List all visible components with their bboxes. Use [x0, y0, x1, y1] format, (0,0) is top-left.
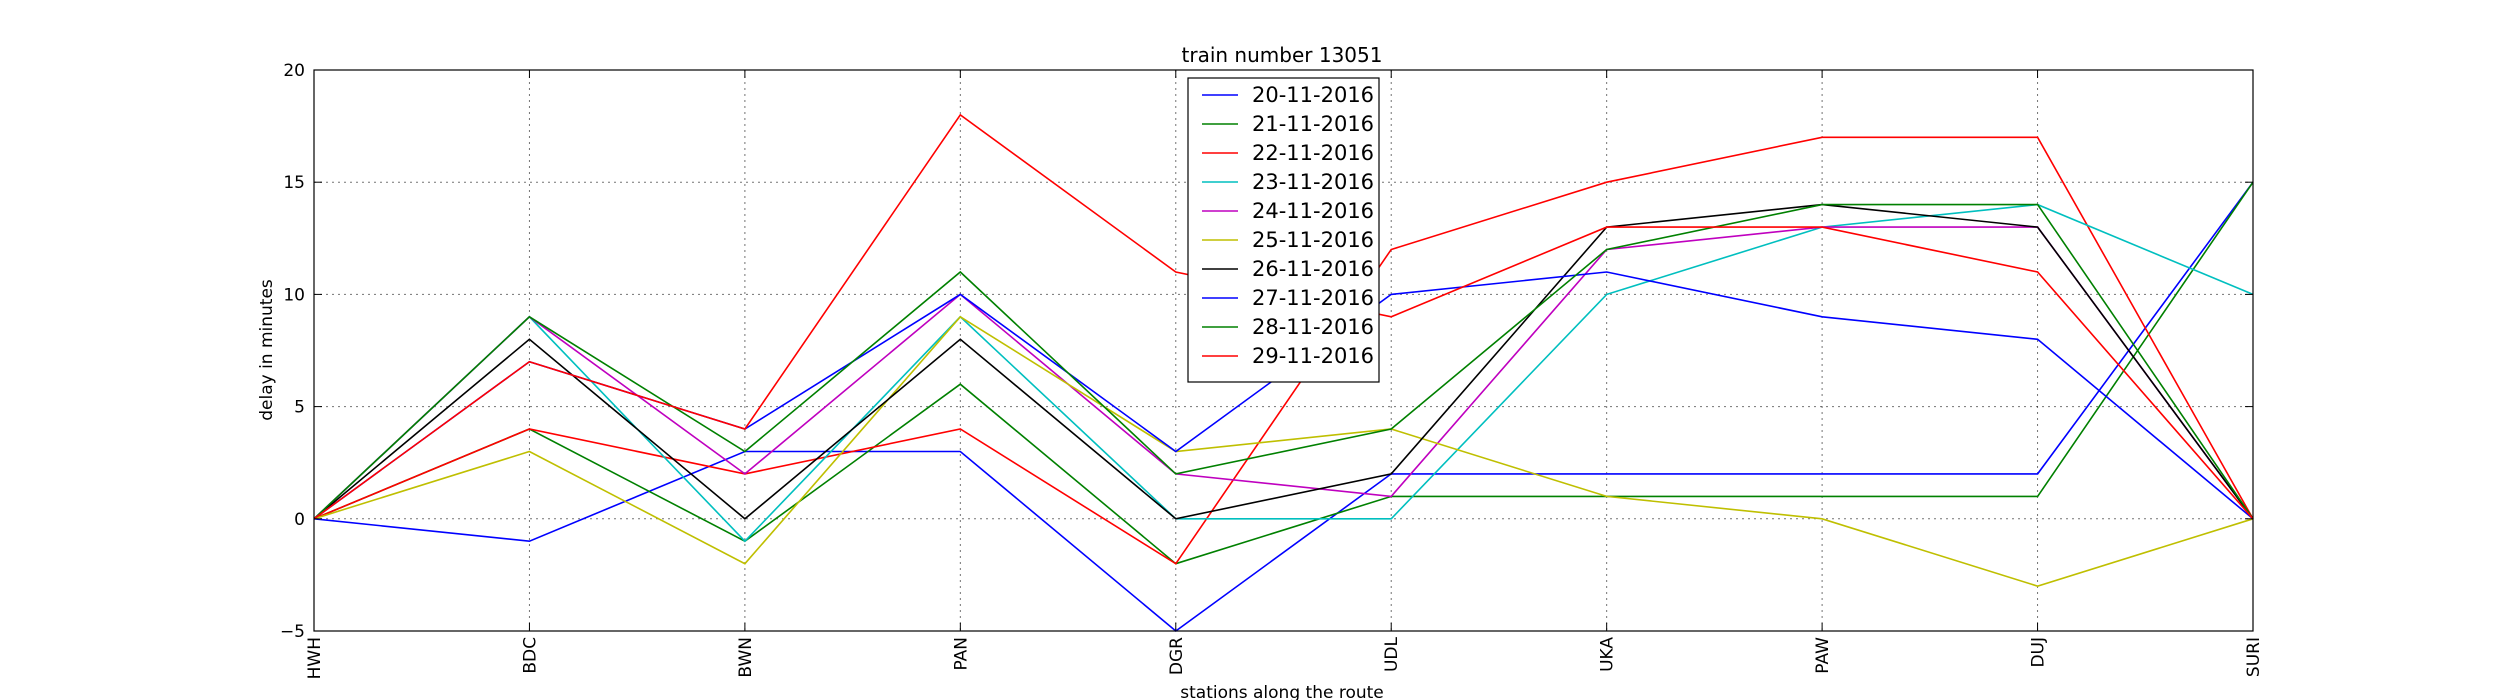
legend-label: 28-11-2016: [1252, 315, 1374, 339]
legend-label: 24-11-2016: [1252, 199, 1374, 223]
x-axis-title: stations along the route: [1180, 683, 1384, 700]
x-axis: HWH BDC BWN PAN DGR UDL UKA PAW DUJ SURI: [305, 70, 2264, 679]
chart-title: train number 13051: [1182, 43, 1383, 67]
legend-label: 25-11-2016: [1252, 228, 1374, 252]
y-axis-title: delay in minutes: [257, 279, 277, 421]
y-tick-label: 15: [283, 173, 305, 193]
x-tick-label: BWN: [736, 637, 756, 678]
x-tick-label: UDL: [1382, 636, 1402, 672]
x-tick-label: PAW: [1813, 637, 1833, 674]
x-tick-label: BDC: [520, 637, 540, 674]
grid-lines: [314, 70, 2253, 631]
y-tick-label: 20: [283, 61, 305, 81]
x-tick-label: UKA: [1598, 637, 1618, 672]
legend-label: 20-11-2016: [1252, 83, 1374, 107]
series-line-20-11-2016: [313, 181, 2254, 633]
legend: 20-11-2016 21-11-2016 22-11-2016 23-11-2016…: [1187, 77, 1380, 383]
y-tick-label: −5: [280, 622, 305, 642]
legend-box: [1187, 77, 1380, 383]
y-tick-label: 0: [294, 510, 305, 530]
x-tick-label: DGR: [1167, 637, 1187, 675]
legend-label: 27-11-2016: [1252, 286, 1374, 310]
x-tick-label: HWH: [305, 637, 325, 679]
legend-label: 22-11-2016: [1252, 141, 1374, 165]
y-tick-label: 5: [294, 398, 305, 418]
series-line-26-11-2016: [313, 203, 2254, 520]
legend-label: 29-11-2016: [1252, 344, 1374, 368]
series-line-22-11-2016: [313, 136, 2254, 565]
y-axis: −5 0 5 10 15 20: [280, 61, 2253, 642]
series-layer: [313, 113, 2254, 633]
legend-label: 26-11-2016: [1252, 257, 1374, 281]
legend-label: 23-11-2016: [1252, 170, 1374, 194]
x-tick-label: SURI: [2244, 637, 2264, 677]
plot-area-frame: [313, 69, 2254, 632]
y-tick-label: 10: [283, 285, 305, 305]
x-tick-label: DUJ: [2029, 637, 2049, 668]
legend-label: 21-11-2016: [1252, 112, 1374, 136]
series-line-28-11-2016: [313, 203, 2254, 520]
series-line-21-11-2016: [313, 181, 2254, 565]
x-tick-label: PAN: [951, 637, 971, 671]
series-line-25-11-2016: [313, 315, 2254, 587]
